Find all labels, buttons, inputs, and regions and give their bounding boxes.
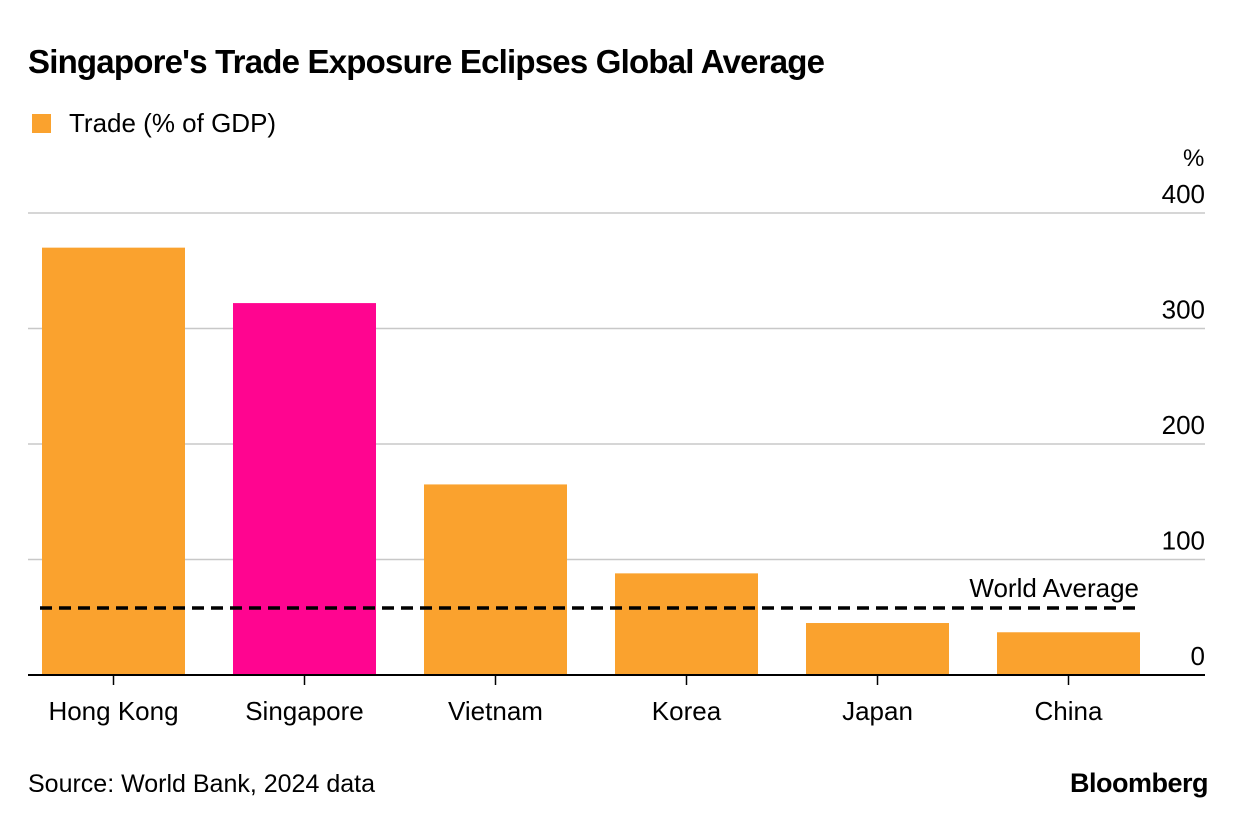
x-tick-label-hong-kong: Hong Kong <box>48 696 178 726</box>
x-tick-label-singapore: Singapore <box>245 696 364 726</box>
bar-korea <box>615 573 758 675</box>
brand-logo: Bloomberg <box>1069 768 1209 798</box>
y-tick-label-300: 300 <box>1162 295 1205 325</box>
bar-vietnam <box>424 484 567 675</box>
bar-china <box>997 632 1140 675</box>
legend: Trade (% of GDP) <box>32 106 276 140</box>
x-tick-label-korea: Korea <box>652 696 722 726</box>
x-tick-label-japan: Japan <box>842 696 913 726</box>
x-tick-label-vietnam: Vietnam <box>448 696 543 726</box>
y-tick-label-200: 200 <box>1162 410 1205 440</box>
x-tick-label-china: China <box>1035 696 1103 726</box>
bar-japan <box>806 623 949 675</box>
world-average-label: World Average <box>969 573 1139 603</box>
source-note: Source: World Bank, 2024 data <box>28 770 375 798</box>
chart-title: Singapore's Trade Exposure Eclipses Glob… <box>28 43 825 80</box>
y-tick-label-400: 400 <box>1162 179 1205 209</box>
y-tick-label-100: 100 <box>1162 526 1205 556</box>
y-axis-unit: % <box>1183 145 1205 172</box>
bar-singapore <box>233 303 376 675</box>
y-tick-label-0: 0 <box>1191 641 1205 671</box>
bar-hong-kong <box>42 247 185 675</box>
legend-label: Trade (% of GDP) <box>69 108 277 138</box>
legend-swatch <box>32 113 51 133</box>
